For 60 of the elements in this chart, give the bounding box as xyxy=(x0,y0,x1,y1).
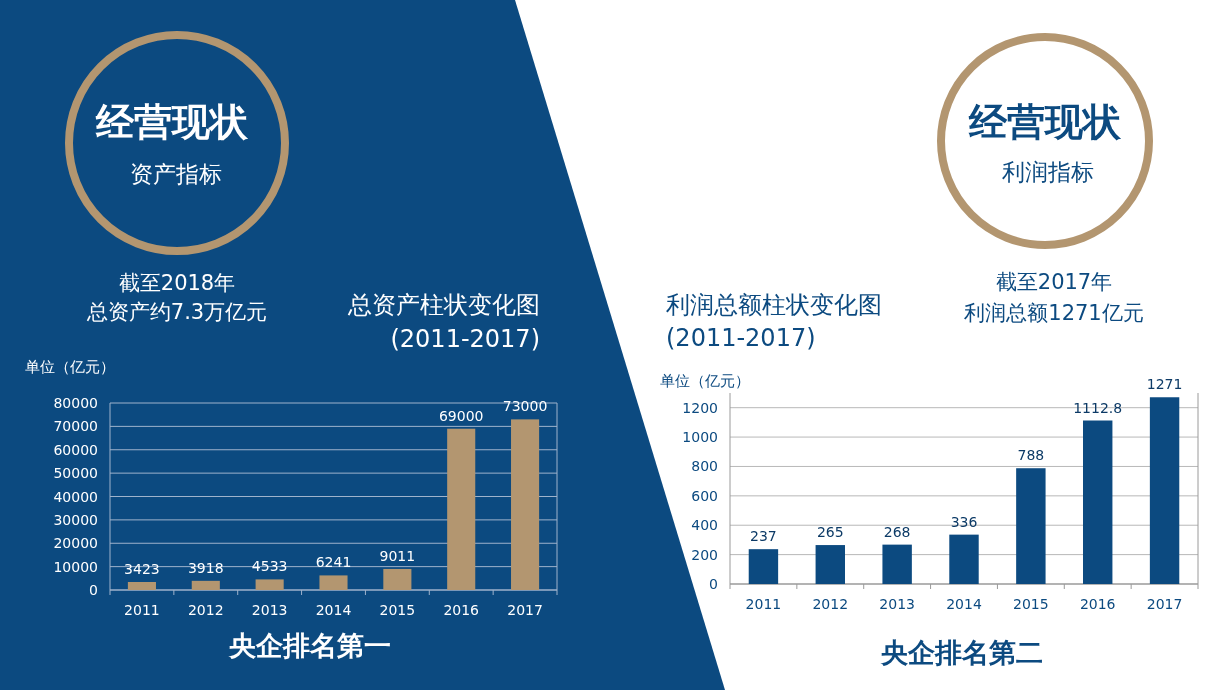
text: 利润总额1271亿元 xyxy=(964,301,1144,325)
chart-title: 总资产柱状变化图 xyxy=(347,291,540,319)
x-tick-label: 2013 xyxy=(879,596,915,612)
data-label: 73000 xyxy=(502,398,548,415)
data-label: 336 xyxy=(950,513,978,530)
x-tick-label: 2016 xyxy=(1079,596,1116,612)
text: 经营现状 xyxy=(95,100,249,144)
text: 截至2017年 xyxy=(995,270,1113,294)
text: 总资产约7.3万亿元 xyxy=(85,300,268,324)
y-tick-label: 30000 xyxy=(53,511,98,528)
text: 资产指标 xyxy=(130,161,222,187)
y-tick-label: 1200 xyxy=(682,399,718,416)
y-tick-label: 60000 xyxy=(53,441,98,458)
text: 央企排名第二 xyxy=(880,637,1043,668)
y-tick-label: 10000 xyxy=(53,558,98,575)
y-tick-label: 600 xyxy=(691,487,718,504)
y-tick-label: 200 xyxy=(691,546,718,563)
chart-subtitle: (2011-2017) xyxy=(666,324,816,352)
chart-subtitle: (2011-2017) xyxy=(390,325,540,353)
data-label: 1112.8 xyxy=(1073,399,1123,416)
x-tick-label: 2011 xyxy=(745,596,782,612)
x-tick-label: 2012 xyxy=(187,602,224,618)
x-tick-label: 2015 xyxy=(1013,596,1049,612)
y-tick-label: 400 xyxy=(691,517,718,534)
y-tick-label: 70000 xyxy=(53,418,98,435)
x-tick-label: 2014 xyxy=(315,602,352,618)
data-label: 6241 xyxy=(315,554,352,571)
y-tick-label: 80000 xyxy=(53,395,98,411)
data-label: 3918 xyxy=(187,559,224,576)
x-tick-label: 2015 xyxy=(379,602,416,618)
y-axis-title: 单位（亿元） xyxy=(25,358,115,376)
x-tick-label: 2012 xyxy=(812,596,849,612)
data-label: 268 xyxy=(883,523,911,540)
y-tick-label: 1000 xyxy=(682,429,718,446)
x-tick-label: 2017 xyxy=(507,602,543,618)
data-label: 69000 xyxy=(438,407,484,424)
chart-title: 利润总额柱状变化图 xyxy=(666,291,882,319)
text: 央企排名第一 xyxy=(228,630,391,661)
data-label: 237 xyxy=(750,528,777,545)
text: 经营现状 xyxy=(968,100,1122,144)
data-label: 3423 xyxy=(124,561,160,577)
x-tick-label: 2013 xyxy=(251,602,288,618)
y-tick-label: 0 xyxy=(709,576,718,592)
data-label: 265 xyxy=(816,524,844,541)
x-tick-label: 2017 xyxy=(1146,596,1183,612)
y-tick-label: 50000 xyxy=(53,465,98,482)
data-label: 9011 xyxy=(379,547,416,564)
y-tick-label: 40000 xyxy=(53,488,98,505)
y-tick-label: 20000 xyxy=(53,535,98,552)
data-label: 4533 xyxy=(251,558,288,575)
text: 利润指标 xyxy=(1002,159,1094,185)
y-tick-label: 0 xyxy=(89,582,98,598)
data-label: 788 xyxy=(1017,447,1045,464)
y-axis-title: 单位（亿元） xyxy=(660,372,750,390)
text: 截至2018年 xyxy=(118,271,236,295)
x-tick-label: 2016 xyxy=(443,602,480,618)
x-tick-label: 2011 xyxy=(124,602,160,618)
data-label: 1271 xyxy=(1146,376,1183,393)
x-tick-label: 2014 xyxy=(946,596,982,612)
y-tick-label: 800 xyxy=(691,458,718,475)
